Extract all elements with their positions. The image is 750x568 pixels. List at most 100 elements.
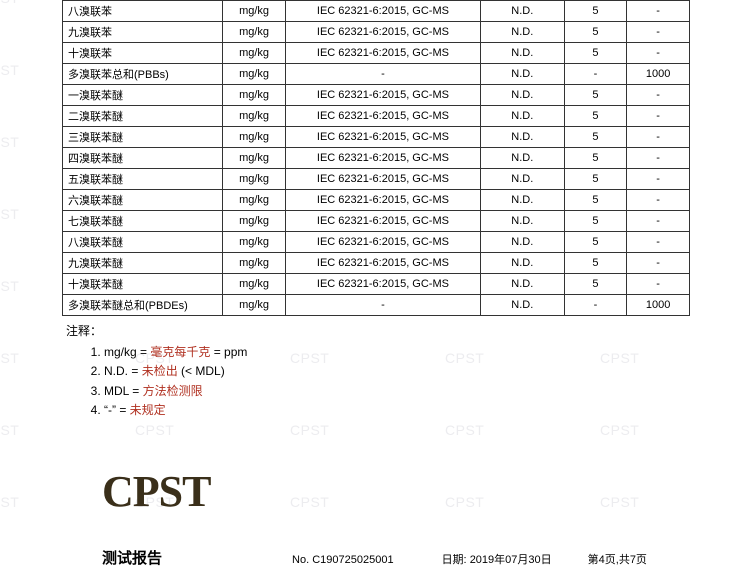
cell-method: IEC 62321-6:2015, GC-MS: [285, 1, 480, 22]
note-pre: “-” =: [104, 403, 130, 417]
note-pre: mg/kg =: [104, 345, 150, 359]
note-item: mg/kg = 毫克每千克 = ppm: [104, 343, 690, 362]
report-title: 测试报告: [102, 547, 162, 568]
cell-unit: mg/kg: [223, 169, 286, 190]
note-pre: N.D. =: [104, 364, 142, 378]
cell-v3: -: [627, 85, 690, 106]
cell-unit: mg/kg: [223, 127, 286, 148]
cell-v2: -: [564, 64, 627, 85]
cell-method: IEC 62321-6:2015, GC-MS: [285, 190, 480, 211]
cell-unit: mg/kg: [223, 22, 286, 43]
cell-v1: N.D.: [480, 295, 564, 316]
cell-v3: -: [627, 253, 690, 274]
cell-unit: mg/kg: [223, 64, 286, 85]
cell-v2: 5: [564, 85, 627, 106]
cell-method: IEC 62321-6:2015, GC-MS: [285, 169, 480, 190]
cell-method: IEC 62321-6:2015, GC-MS: [285, 232, 480, 253]
cell-unit: mg/kg: [223, 295, 286, 316]
cell-v3: -: [627, 1, 690, 22]
cell-v2: 5: [564, 211, 627, 232]
cell-unit: mg/kg: [223, 211, 286, 232]
cell-v3: -: [627, 148, 690, 169]
cell-v2: 5: [564, 1, 627, 22]
cell-v3: -: [627, 190, 690, 211]
cell-method: IEC 62321-6:2015, GC-MS: [285, 274, 480, 295]
cell-v2: 5: [564, 22, 627, 43]
page-indicator: 第4页,共7页: [588, 551, 647, 567]
cell-v1: N.D.: [480, 190, 564, 211]
cell-name: 四溴联苯醚: [63, 148, 223, 169]
cell-unit: mg/kg: [223, 85, 286, 106]
cell-v1: N.D.: [480, 211, 564, 232]
cell-unit: mg/kg: [223, 106, 286, 127]
table-row: 多溴联苯总和(PBBs)mg/kg-N.D.-1000: [63, 64, 690, 85]
cell-v2: 5: [564, 43, 627, 64]
cell-v1: N.D.: [480, 253, 564, 274]
cell-v2: 5: [564, 169, 627, 190]
cell-method: -: [285, 64, 480, 85]
cell-unit: mg/kg: [223, 274, 286, 295]
cell-v2: 5: [564, 253, 627, 274]
note-item: MDL = 方法检测限: [104, 382, 690, 401]
table-row: 四溴联苯醚mg/kgIEC 62321-6:2015, GC-MSN.D.5-: [63, 148, 690, 169]
cell-v3: 1000: [627, 295, 690, 316]
cell-name: 七溴联苯醚: [63, 211, 223, 232]
date-value: 2019年07月30日: [470, 554, 552, 566]
cell-method: IEC 62321-6:2015, GC-MS: [285, 22, 480, 43]
cell-v2: -: [564, 295, 627, 316]
cell-name: 九溴联苯: [63, 22, 223, 43]
table-row: 九溴联苯mg/kgIEC 62321-6:2015, GC-MSN.D.5-: [63, 22, 690, 43]
table-row: 三溴联苯醚mg/kgIEC 62321-6:2015, GC-MSN.D.5-: [63, 127, 690, 148]
cell-v1: N.D.: [480, 148, 564, 169]
cell-v2: 5: [564, 106, 627, 127]
cell-v1: N.D.: [480, 274, 564, 295]
cell-v1: N.D.: [480, 64, 564, 85]
report-number: No. C190725025001: [292, 554, 394, 566]
notes-list: mg/kg = 毫克每千克 = ppmN.D. = 未检出 (< MDL)MDL…: [66, 343, 690, 420]
cell-v1: N.D.: [480, 127, 564, 148]
footer-block: CPST 测试报告 No. C190725025001 日期: 2019年07月…: [62, 466, 690, 568]
note-item: “-” = 未规定: [104, 401, 690, 420]
table-row: 九溴联苯醚mg/kgIEC 62321-6:2015, GC-MSN.D.5-: [63, 253, 690, 274]
cell-unit: mg/kg: [223, 148, 286, 169]
note-pre: MDL =: [104, 384, 143, 398]
cell-name: 九溴联苯醚: [63, 253, 223, 274]
note-item: N.D. = 未检出 (< MDL): [104, 362, 690, 381]
org-logo: CPST: [102, 466, 690, 517]
cell-method: IEC 62321-6:2015, GC-MS: [285, 43, 480, 64]
table-row: 七溴联苯醚mg/kgIEC 62321-6:2015, GC-MSN.D.5-: [63, 211, 690, 232]
cell-method: IEC 62321-6:2015, GC-MS: [285, 85, 480, 106]
cell-name: 八溴联苯: [63, 1, 223, 22]
cell-v1: N.D.: [480, 169, 564, 190]
cell-v2: 5: [564, 274, 627, 295]
cell-method: IEC 62321-6:2015, GC-MS: [285, 253, 480, 274]
cell-name: 八溴联苯醚: [63, 232, 223, 253]
cell-v3: -: [627, 274, 690, 295]
cell-v3: -: [627, 22, 690, 43]
cell-name: 十溴联苯: [63, 43, 223, 64]
cell-v3: -: [627, 127, 690, 148]
cell-name: 二溴联苯醚: [63, 106, 223, 127]
cell-v3: -: [627, 169, 690, 190]
table-row: 一溴联苯醚mg/kgIEC 62321-6:2015, GC-MSN.D.5-: [63, 85, 690, 106]
cell-unit: mg/kg: [223, 43, 286, 64]
cell-name: 三溴联苯醚: [63, 127, 223, 148]
cell-name: 一溴联苯醚: [63, 85, 223, 106]
cell-method: IEC 62321-6:2015, GC-MS: [285, 106, 480, 127]
number-value: C190725025001: [312, 554, 393, 566]
cell-v3: -: [627, 232, 690, 253]
table-row: 八溴联苯醚mg/kgIEC 62321-6:2015, GC-MSN.D.5-: [63, 232, 690, 253]
table-row: 十溴联苯醚mg/kgIEC 62321-6:2015, GC-MSN.D.5-: [63, 274, 690, 295]
cell-name: 多溴联苯醚总和(PBDEs): [63, 295, 223, 316]
note-red: 未检出: [142, 364, 178, 378]
cell-v3: -: [627, 106, 690, 127]
cell-unit: mg/kg: [223, 1, 286, 22]
cell-method: -: [285, 295, 480, 316]
cell-v1: N.D.: [480, 232, 564, 253]
cell-v1: N.D.: [480, 106, 564, 127]
cell-unit: mg/kg: [223, 232, 286, 253]
footer-line: 测试报告 No. C190725025001 日期: 2019年07月30日 第…: [102, 517, 712, 568]
cell-v2: 5: [564, 190, 627, 211]
cell-v1: N.D.: [480, 43, 564, 64]
cell-method: IEC 62321-6:2015, GC-MS: [285, 127, 480, 148]
